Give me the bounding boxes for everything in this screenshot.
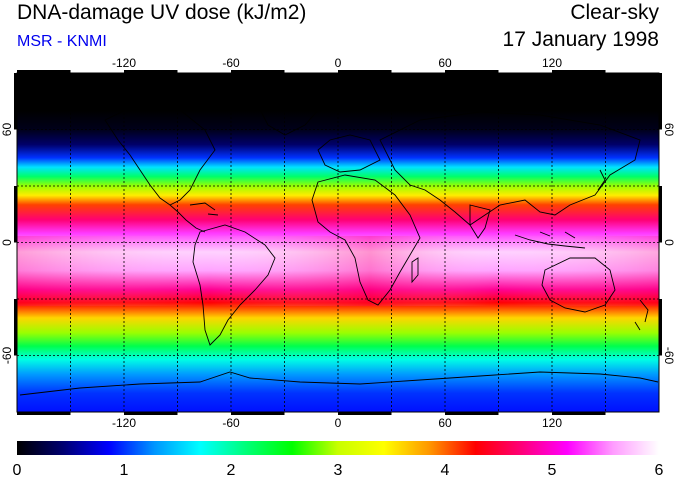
frame-segment-top: [70, 70, 124, 73]
frame-segment-right: [659, 129, 662, 186]
map-frame: [14, 70, 662, 415]
lat-tick-label-left: -60: [0, 347, 14, 365]
frame-segment-bottom: [17, 412, 71, 415]
coastlines: [19, 94, 659, 396]
coastline-central-america: [169, 204, 206, 233]
colorbar-tick-label: 0: [13, 462, 22, 479]
lat-tick-label-right: 60: [662, 123, 676, 137]
colorbar-tick-label: 2: [227, 462, 236, 479]
lat-tick-label-right: -60: [662, 347, 676, 365]
coastline-antarctica: [19, 371, 659, 396]
frame-segment-bottom: [231, 412, 285, 415]
frame-segment-bottom: [605, 412, 659, 415]
frame-segment-right: [659, 299, 662, 356]
lat-tick-label-right: 0: [662, 239, 676, 246]
coastline-new-zealand: [634, 299, 649, 331]
frame-segment-top: [552, 70, 606, 73]
frame-segment-bottom: [70, 412, 124, 415]
coastline-north-america: [104, 107, 216, 206]
lon-tick-label-top: 0: [335, 56, 342, 70]
coastline-madagascar: [411, 257, 419, 284]
colorbar: [17, 441, 659, 455]
frame-segment-top: [17, 70, 71, 73]
frame-segment-top: [124, 70, 178, 73]
coastline-australia: [541, 257, 616, 313]
colorbar-tick-label: 3: [334, 462, 343, 479]
coastline-africa: [311, 174, 421, 306]
frame-segment-top: [445, 70, 499, 73]
lon-tick-label-bottom: 60: [438, 416, 452, 430]
frame-segment-top: [338, 70, 392, 73]
frame-segment-top: [177, 70, 231, 73]
map-title: DNA-damage UV dose (kJ/m2): [17, 1, 307, 24]
lon-tick-label-bottom: -60: [222, 416, 240, 430]
sky-condition: Clear-sky: [570, 1, 659, 24]
colorbar-tick-label: 6: [655, 462, 664, 479]
lon-tick-label-top: 60: [438, 56, 452, 70]
frame-segment-bottom: [124, 412, 178, 415]
coastline-japan: [597, 169, 606, 191]
lon-tick-label-top: 120: [542, 56, 562, 70]
frame-segment-bottom: [284, 412, 338, 415]
frame-segment-top: [284, 70, 338, 73]
coastline-europe: [317, 134, 381, 173]
frame-segment-bottom: [391, 412, 445, 415]
coastline-caribbean: [189, 202, 219, 216]
lon-tick-label-top: -120: [112, 56, 136, 70]
frame-segment-bottom: [445, 412, 499, 415]
lat-tick-label-left: 60: [0, 123, 14, 137]
lat-tick-label-left: 0: [0, 239, 14, 246]
frame-segment-bottom: [552, 412, 606, 415]
coastline-india: [469, 204, 491, 239]
map-date: 17 January 1998: [502, 28, 659, 51]
frame-segment-left: [14, 129, 17, 186]
frame-segment-top: [391, 70, 445, 73]
frame-segment-right: [659, 73, 662, 130]
frame-segment-left: [14, 355, 17, 412]
coastline-south-america: [192, 224, 276, 346]
lon-tick-label-top: -60: [222, 56, 240, 70]
colorbar-tick-label: 5: [548, 462, 557, 479]
frame-segment-top: [231, 70, 285, 73]
frame-segment-right: [659, 242, 662, 299]
frame-segment-bottom: [338, 412, 392, 415]
colorbar-tick-label: 4: [441, 462, 450, 479]
frame-segment-right: [659, 355, 662, 412]
frame-segment-left: [14, 242, 17, 299]
lon-tick-label-bottom: 0: [335, 416, 342, 430]
lon-tick-label-bottom: -120: [112, 416, 136, 430]
coastline-asia: [379, 111, 641, 226]
frame-segment-left: [14, 186, 17, 243]
frame-segment-top: [605, 70, 659, 73]
frame-segment-bottom: [177, 412, 231, 415]
colorbar-labels: 0 1 2 3 4 5 6: [13, 462, 664, 479]
frame-border: [16, 72, 660, 413]
lon-tick-label-bottom: 120: [542, 416, 562, 430]
coastline-greenland: [254, 94, 321, 136]
graticule: [17, 73, 659, 412]
data-credit: MSR - KNMI: [17, 33, 107, 50]
frame-segment-bottom: [498, 412, 552, 415]
frame-segment-top: [498, 70, 552, 73]
frame-segment-left: [14, 299, 17, 356]
tick-labels: -120 -120 -60 -60 0 0 60 60 120 120 60 60 0 0 -60 -60: [0, 56, 676, 430]
frame-segment-right: [659, 186, 662, 243]
frame-segment-left: [14, 73, 17, 130]
coastline-indonesia: [514, 231, 586, 249]
colorbar-tick-label: 1: [120, 462, 129, 479]
